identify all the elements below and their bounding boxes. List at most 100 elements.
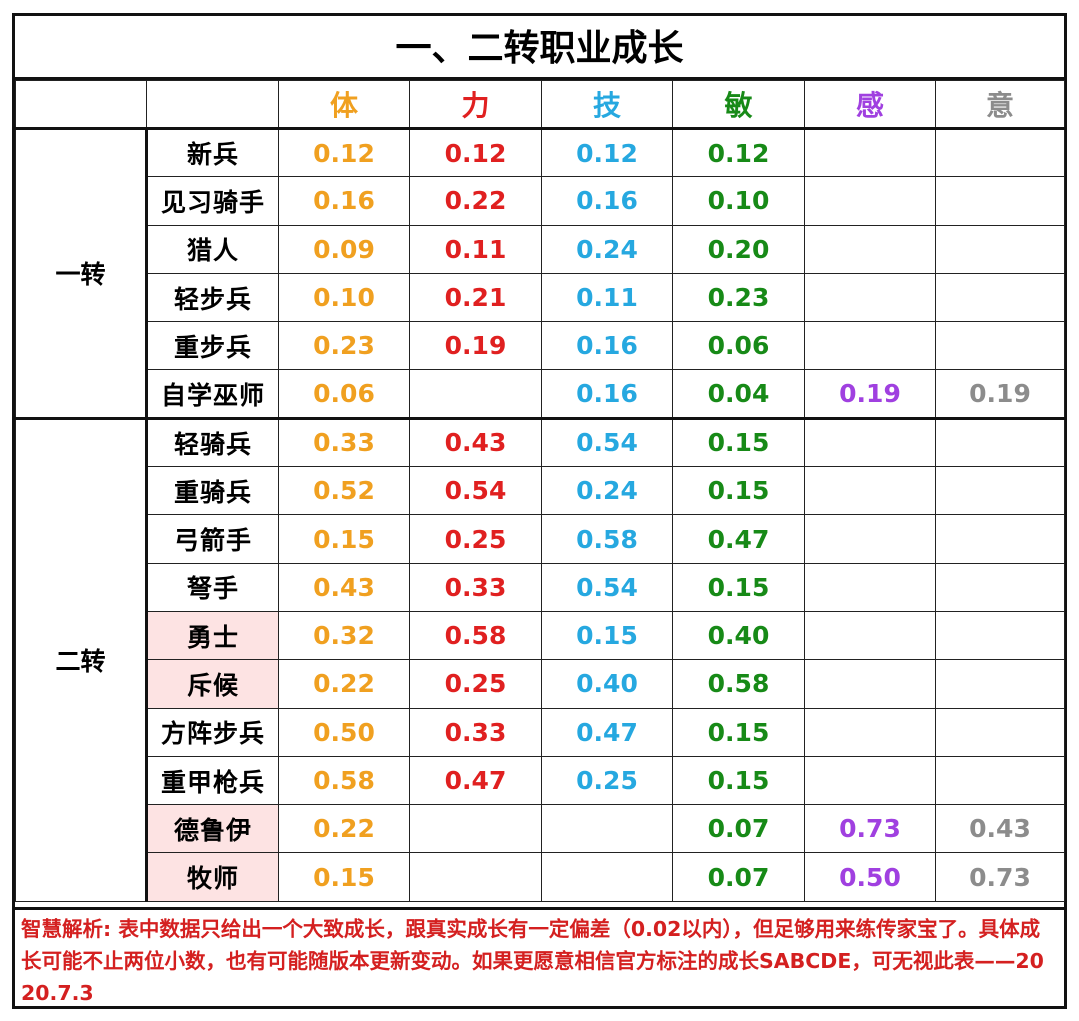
stat-cell-5: 0.73 — [804, 804, 936, 854]
stat-cell-1: 0.15 — [278, 514, 410, 564]
stat-cell-5 — [804, 272, 936, 323]
stat-cell-3: 0.58 — [541, 514, 673, 564]
stat-cell-2: 0.19 — [409, 321, 542, 371]
stat-cell-1: 0.16 — [278, 176, 410, 226]
stat-cell-1: 0.09 — [278, 224, 410, 274]
stat-cell-1: 0.50 — [278, 707, 410, 757]
stat-cell-6 — [935, 127, 1065, 178]
stat-cell-1: 0.32 — [278, 610, 410, 661]
class-name-cell: 重骑兵 — [146, 466, 279, 516]
stat-cell-4: 0.15 — [672, 466, 805, 516]
stat-cell-1: 0.23 — [278, 321, 410, 371]
stat-cell-2: 0.21 — [409, 272, 542, 323]
table-row: 重步兵 0.23 0.19 0.16 0.06 — [16, 321, 1065, 371]
stat-cell-2: 0.43 — [409, 416, 542, 468]
stat-cell-3 — [541, 852, 673, 902]
stat-cell-4: 0.07 — [672, 852, 805, 902]
table-frame — [12, 13, 1067, 1009]
table-row: 猎人 0.09 0.11 0.24 0.20 — [16, 224, 1065, 274]
stat-cell-2: 0.33 — [409, 562, 542, 612]
table-row: 牧师 0.15 0.07 0.50 0.73 — [16, 852, 1065, 902]
table-row: 弓箭手 0.15 0.25 0.58 0.47 — [16, 514, 1065, 564]
stat-cell-2: 0.33 — [409, 707, 542, 757]
class-name-cell: 自学巫师 — [146, 369, 279, 419]
stat-cell-6 — [935, 224, 1065, 274]
table-row: 见习骑手 0.16 0.22 0.16 0.10 — [16, 176, 1065, 226]
stat-cell-6 — [935, 755, 1065, 806]
class-name-cell: 牧师 — [146, 852, 279, 902]
stat-cell-4: 0.40 — [672, 610, 805, 661]
stat-cell-5 — [804, 707, 936, 757]
stat-cell-5 — [804, 514, 936, 564]
stat-cell-3: 0.24 — [541, 224, 673, 274]
stat-cell-3: 0.47 — [541, 707, 673, 757]
stat-cell-5 — [804, 321, 936, 371]
stat-cell-4: 0.06 — [672, 321, 805, 371]
stat-cell-4: 0.20 — [672, 224, 805, 274]
stat-cell-3: 0.15 — [541, 610, 673, 661]
table-row: 一转 新兵 0.12 0.12 0.12 0.12 — [15, 127, 1065, 419]
stat-cell-3: 0.16 — [541, 176, 673, 226]
stat-cell-2: 0.22 — [409, 176, 542, 226]
stat-cell-4: 0.15 — [672, 707, 805, 757]
stat-cell-6 — [935, 176, 1065, 226]
table-row: 重甲枪兵 0.58 0.47 0.25 0.15 — [16, 755, 1065, 806]
stat-cell-2 — [409, 804, 542, 854]
class-name-cell: 弓箭手 — [146, 514, 279, 564]
group-label: 一转 — [15, 128, 148, 419]
stat-cell-5 — [804, 176, 936, 226]
stat-cell-3: 0.16 — [541, 321, 673, 371]
stat-cell-2: 0.11 — [409, 224, 542, 274]
stat-cell-6 — [935, 321, 1065, 371]
header-stat-4: 敏 — [672, 80, 805, 130]
stat-cell-1: 0.43 — [278, 562, 410, 612]
class-name-cell: 新兵 — [146, 127, 279, 178]
class-name-cell: 猎人 — [146, 224, 279, 274]
stat-cell-6 — [935, 562, 1065, 612]
stat-cell-5 — [804, 416, 936, 468]
stat-cell-6 — [935, 707, 1065, 757]
stat-cell-6 — [935, 416, 1065, 468]
stat-cell-4: 0.47 — [672, 514, 805, 564]
class-name-cell: 轻步兵 — [146, 272, 279, 323]
stat-cell-5 — [804, 127, 936, 178]
growth-table: 体力技敏感意 一转 新兵 0.12 0.12 0.12 0.12 见习骑手 0.16 0.22 0… — [15, 80, 1065, 902]
stat-cell-3: 0.16 — [541, 369, 673, 419]
stat-cell-6 — [935, 659, 1065, 709]
stat-cell-3: 0.25 — [541, 755, 673, 806]
header-stat-6: 意 — [935, 80, 1065, 130]
stat-cell-2: 0.12 — [409, 127, 542, 178]
class-name-cell: 勇士 — [146, 610, 279, 661]
class-name-cell: 重步兵 — [146, 321, 279, 371]
stat-cell-5 — [804, 610, 936, 661]
table-row: 勇士 0.32 0.58 0.15 0.40 — [16, 610, 1065, 661]
stat-cell-1: 0.15 — [278, 852, 410, 902]
stat-cell-6 — [935, 610, 1065, 661]
table-row: 方阵步兵 0.50 0.33 0.47 0.15 — [16, 707, 1065, 757]
stat-cell-2: 0.25 — [409, 659, 542, 709]
class-name-cell: 斥候 — [146, 659, 279, 709]
stat-cell-3: 0.54 — [541, 562, 673, 612]
table-row: 弩手 0.43 0.33 0.54 0.15 — [16, 562, 1065, 612]
stat-cell-5 — [804, 224, 936, 274]
stat-cell-5: 0.19 — [804, 369, 936, 419]
stat-cell-2: 0.58 — [409, 610, 542, 661]
table-row: 自学巫师 0.06 0.16 0.04 0.19 0.19 — [16, 369, 1065, 419]
stat-cell-1: 0.22 — [278, 659, 410, 709]
stat-cell-1: 0.33 — [278, 416, 410, 468]
table-row: 二转 轻骑兵 0.33 0.43 0.54 0.15 — [15, 416, 1065, 902]
class-name-cell: 弩手 — [146, 562, 279, 612]
stat-cell-3 — [541, 804, 673, 854]
header-stat-3: 技 — [541, 80, 673, 130]
stat-cell-2 — [409, 369, 542, 419]
stat-cell-1: 0.06 — [278, 369, 410, 419]
header-blank-cell — [146, 80, 279, 130]
stat-cell-5 — [804, 755, 936, 806]
class-name-cell: 重甲枪兵 — [146, 755, 279, 806]
header-blank-cell — [15, 80, 147, 130]
stat-cell-2: 0.47 — [409, 755, 542, 806]
group-label: 二转 — [15, 416, 148, 902]
stat-cell-4: 0.15 — [672, 416, 805, 468]
stat-cell-3: 0.54 — [541, 416, 673, 468]
stat-cell-1: 0.58 — [278, 755, 410, 806]
